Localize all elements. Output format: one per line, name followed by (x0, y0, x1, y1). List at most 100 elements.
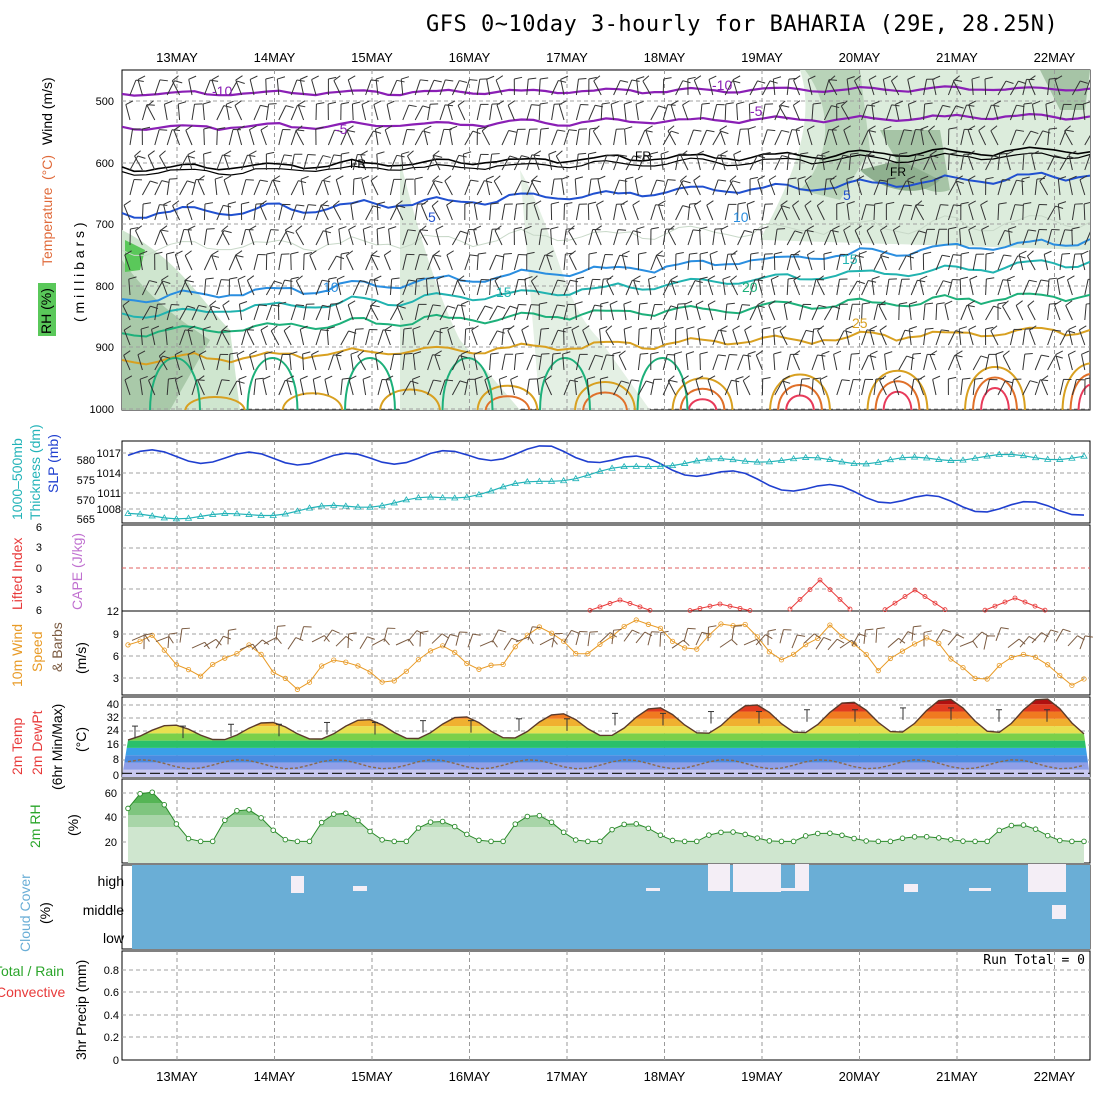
wind-barb-flag (841, 379, 850, 382)
wind-barb-flag (347, 129, 356, 133)
wind-barb (613, 204, 617, 221)
date-label-top: 17MAY (546, 50, 588, 65)
wind-barb (275, 626, 278, 641)
wind-barb-flag (289, 351, 298, 355)
wind-barb (724, 354, 730, 371)
wind-barb (265, 179, 273, 196)
wind-barb (265, 229, 272, 246)
wind-barb (1019, 636, 1030, 648)
wind-barb (1009, 204, 1016, 221)
date-label-top: 14MAY (254, 50, 296, 65)
thickness-marker (983, 452, 991, 459)
wind-barb (216, 329, 223, 346)
wind-barb (873, 379, 877, 396)
wind-barb (536, 379, 540, 396)
wind-barb (1022, 354, 1026, 371)
wind-barb-flag (893, 225, 901, 231)
wind-barb (241, 154, 248, 171)
wind-barb-flag (1016, 104, 1025, 108)
wind-barb-flag (472, 130, 481, 135)
wind-barb (840, 105, 850, 121)
wind-barb (635, 104, 639, 121)
wind-barb-flag (444, 379, 454, 382)
wind-barb-flag (373, 130, 382, 134)
wind-barb-flag (325, 225, 334, 230)
wind-barb (623, 304, 627, 321)
wind-barb (1079, 635, 1086, 650)
wind-barb (1022, 280, 1030, 296)
wind-barb (699, 228, 701, 246)
wind-barb (960, 305, 968, 321)
wind-barb-flag (336, 275, 345, 280)
wind-barb-flag (569, 379, 578, 383)
wind-barb-flag (532, 626, 541, 629)
wind-barb-flag (807, 125, 815, 131)
wind-barb (221, 330, 230, 346)
wind-speed-marker (960, 664, 966, 671)
wind-barb (707, 304, 714, 321)
wind-barb-flag (876, 627, 885, 630)
wind-barb (327, 255, 337, 271)
wind-barb-flag (296, 204, 305, 207)
wind-barb (898, 330, 906, 346)
thickness-marker (693, 457, 701, 464)
wind-barb-flag (353, 177, 362, 180)
wind-speed-marker (270, 669, 276, 675)
wind-barb (501, 130, 510, 146)
wind-barb-flag (235, 250, 243, 256)
wind-barb (613, 229, 619, 246)
wind-barb (811, 379, 814, 396)
thickness-marker (426, 493, 435, 500)
wind-barb (729, 280, 739, 296)
wind-barb-flag (1064, 229, 1073, 231)
temp-axis-labels: 2m Temp 2m DewPt (6hr Min/Max) (°C) 40 3… (9, 699, 119, 790)
wind-barb-flag (1016, 179, 1025, 183)
wind-barb (443, 634, 451, 648)
wind-barb-flag (493, 175, 501, 182)
rh-marker (234, 808, 240, 814)
wind-barb-flag (594, 225, 603, 231)
wind-barb (1034, 130, 1044, 146)
wind-barb (985, 354, 990, 371)
wind-barb-flag (234, 100, 242, 106)
wind-barb (932, 79, 937, 96)
wind-barb-flag (160, 225, 168, 231)
wind-barb (278, 154, 285, 171)
wind-barb (312, 379, 317, 396)
wind-barb (238, 304, 243, 321)
wind-barb-flag (731, 379, 740, 383)
wind-barb (915, 205, 925, 221)
wind-barb-flag (913, 625, 922, 628)
wind-barb-flag (650, 151, 659, 155)
wind-barb-flag (1027, 300, 1035, 307)
rh-marker (621, 821, 627, 828)
wind-barb-flag (540, 77, 549, 80)
wind-speed-marker (790, 651, 797, 657)
wind-barb (687, 204, 691, 221)
wind-speed-marker (331, 657, 337, 663)
precip-panel (121, 950, 1091, 1061)
wind-barb-flag (181, 627, 190, 630)
wind-barb-flag (376, 226, 385, 230)
wind-barb (216, 154, 223, 171)
wind-barb (427, 379, 434, 396)
wind-barb (362, 229, 367, 246)
thickness-marker (293, 507, 302, 514)
wind-barb-flag (249, 75, 258, 80)
rh-marker (536, 812, 543, 819)
wind-barb (774, 155, 783, 171)
wind-barb-flag (1029, 380, 1038, 384)
wind-barb (861, 104, 868, 121)
surface-warm-cells (149, 357, 1090, 410)
wind-barb (432, 180, 441, 196)
wind-barb (761, 80, 771, 96)
wind-barb (521, 329, 528, 346)
wind-speed-marker (319, 663, 325, 669)
wind-barb (803, 633, 815, 644)
wind-barb (513, 254, 519, 271)
wind-barb-flag (422, 130, 431, 134)
wind-barb (1002, 355, 1011, 371)
wind-barb-flag (1018, 250, 1027, 255)
wind-barb (215, 636, 224, 649)
wind-barb (625, 230, 634, 246)
